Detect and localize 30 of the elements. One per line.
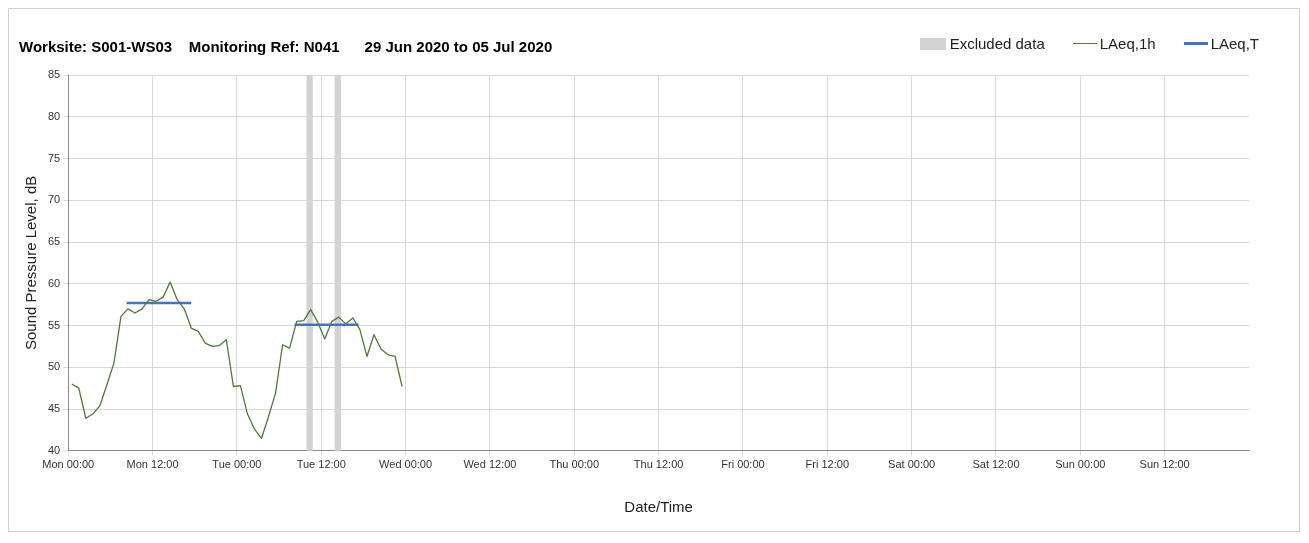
- x-tick-label: Wed 12:00: [463, 458, 517, 471]
- legend-label: LAeq,T: [1210, 35, 1259, 52]
- legend-label: LAeq,1h: [1099, 35, 1156, 52]
- y-tick-label: 65: [47, 235, 61, 248]
- y-tick-label: 70: [47, 193, 61, 206]
- chart-title: Worksite: S001-WS03 Monitoring Ref: N041 29 Jun 2020 to 05 Jul 2020: [19, 38, 553, 56]
- y-tick-label: 80: [47, 109, 61, 122]
- y-tick-label: 50: [47, 360, 61, 373]
- y-tick-label: 40: [47, 443, 61, 456]
- x-tick-label: Mon 12:00: [126, 458, 179, 471]
- x-tick-label: Sun 00:00: [1055, 458, 1106, 471]
- x-tick-label: Thu 12:00: [633, 458, 684, 471]
- x-tick-label: Sun 12:00: [1139, 458, 1190, 471]
- x-tick-label: Sat 00:00: [888, 458, 936, 471]
- x-axis-title: Date/Time: [624, 498, 693, 516]
- y-tick-label: 45: [47, 402, 61, 415]
- x-tick-label: Fri 12:00: [805, 458, 850, 471]
- y-tick-label: 85: [47, 68, 61, 81]
- legend-label: Excluded data: [949, 35, 1045, 52]
- y-tick-label: 60: [47, 276, 61, 289]
- y-tick-label: 75: [47, 151, 61, 164]
- y-tick-label: 55: [47, 318, 61, 331]
- x-tick-label: Tue 00:00: [212, 458, 262, 471]
- x-tick-label: Sat 12:00: [972, 458, 1020, 471]
- y-axis-title: Sound Pressure Level, dB: [22, 175, 40, 351]
- x-tick-label: Mon 00:00: [42, 458, 95, 471]
- x-tick-label: Wed 00:00: [379, 458, 433, 471]
- x-tick-label: Tue 12:00: [296, 458, 346, 471]
- x-tick-label: Thu 00:00: [549, 458, 600, 471]
- x-tick-label: Fri 00:00: [721, 458, 765, 471]
